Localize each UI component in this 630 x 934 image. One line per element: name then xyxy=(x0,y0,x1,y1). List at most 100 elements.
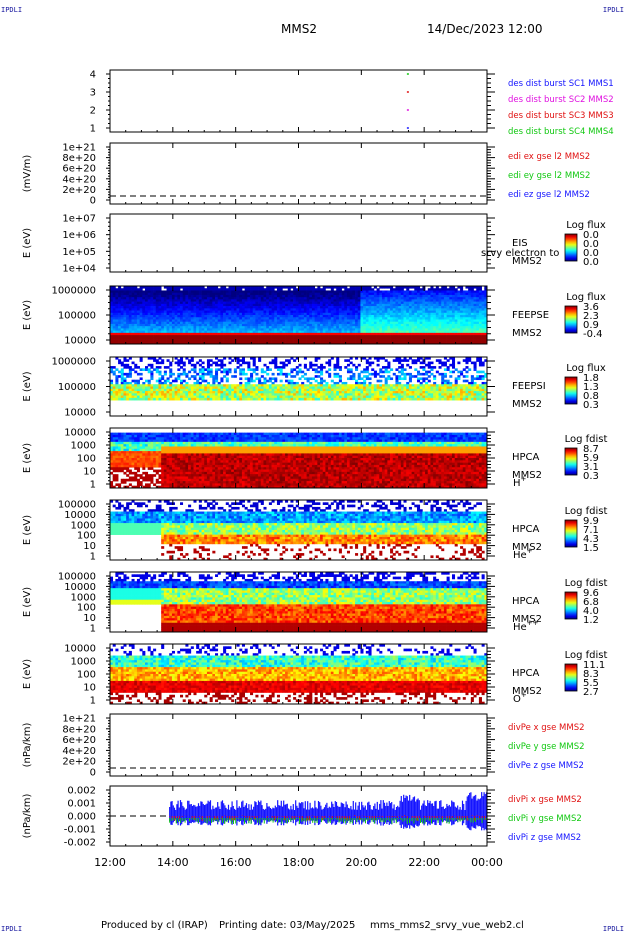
spacecraft-label: MMS2 xyxy=(512,470,542,481)
colorbar-tick-label: 0.9 xyxy=(583,320,599,331)
y-axis-label: E (eV) xyxy=(22,515,33,545)
ytick-label: 100 xyxy=(77,454,96,465)
spacecraft-label: MMS2 xyxy=(512,256,542,267)
colorbar-tick-label: 9.9 xyxy=(583,516,599,527)
ytick-label: 100000 xyxy=(58,311,96,322)
ytick-label: -0.001 xyxy=(64,825,96,836)
colorbar-tick-label: 0.8 xyxy=(583,391,599,402)
ytick-label: 0.002 xyxy=(67,786,96,797)
xtick-label: 18:00 xyxy=(283,856,315,869)
colorbar-tick-label: 8.3 xyxy=(583,669,599,680)
ytick-label: 1e+07 xyxy=(62,214,96,225)
species-charge: + xyxy=(521,691,527,699)
ytick-label: 1 xyxy=(90,624,96,635)
colorbar-tick-label: 8.7 xyxy=(583,444,599,455)
corner-mark-top-left: IPDLI xyxy=(1,6,22,14)
colorbar-tick-label: 0.0 xyxy=(583,248,599,259)
series-legend-label: divPe z gse MMS2 xyxy=(508,761,584,771)
ytick-label: 100 xyxy=(77,531,96,542)
colorbar-title: Log flux xyxy=(566,220,606,231)
spectrogram-feepsi xyxy=(110,357,488,401)
spacecraft-label: MMS2 xyxy=(512,614,542,625)
ytick-label: 100000 xyxy=(58,500,96,511)
spacecraft-label: MMS2 xyxy=(512,686,542,697)
colorbar-hpca_h xyxy=(564,447,578,476)
ytick-label: 1e+21 xyxy=(62,143,96,154)
species-label: He++ xyxy=(513,619,539,633)
colorbar-tick-label: 0.3 xyxy=(583,400,599,411)
y-axis-label: E (eV) xyxy=(22,659,33,689)
colorbar-eis xyxy=(564,233,578,262)
corner-mark-bottom-left: IPDLI xyxy=(1,925,22,933)
colorbar-title: Log flux xyxy=(566,292,606,303)
spectrogram-hpca_he1 xyxy=(110,500,488,561)
ytick-label: 10000 xyxy=(64,428,96,439)
footer-printing-date: Printing date: 03/May/2025 xyxy=(219,920,355,931)
colorbar-tick-label: 2.3 xyxy=(583,311,599,322)
ytick-label: 0.001 xyxy=(67,799,96,810)
ytick-label: 4e+20 xyxy=(62,174,96,185)
series-legend-label: edi ez gse l2 MMS2 xyxy=(508,190,590,200)
instrument-label: HPCA xyxy=(512,452,540,463)
spacecraft-label: MMS2 xyxy=(512,399,542,410)
panel-frame-burst xyxy=(109,69,488,133)
ytick-label: 10000 xyxy=(64,408,96,419)
ytick-label: 100 xyxy=(77,670,96,681)
xtick-label: 20:00 xyxy=(345,856,377,869)
ytick-label: 0 xyxy=(90,768,96,779)
y-axis-label: (mV/m) xyxy=(22,155,33,193)
instrument-label: HPCA xyxy=(512,524,540,535)
y-axis-label: E (eV) xyxy=(22,371,33,401)
ytick-label: 10 xyxy=(83,683,96,694)
xtick-label: 14:00 xyxy=(157,856,189,869)
y-axis-label: E (eV) xyxy=(22,300,33,330)
ytick-label: 1000 xyxy=(71,657,96,668)
page-title: MMS2 xyxy=(281,22,317,36)
colorbar-tick-label: 1.5 xyxy=(583,543,599,554)
colorbar-tick-label: 2.7 xyxy=(583,687,599,698)
footer-produced-by: Produced by cl (IRAP) xyxy=(101,920,208,931)
series-legend-label: edi ey gse l2 MMS2 xyxy=(508,171,590,181)
xtick-label: 22:00 xyxy=(408,856,440,869)
colorbar-tick-label: 5.5 xyxy=(583,678,599,689)
colorbar-tick-label: 1.2 xyxy=(583,615,599,626)
ytick-label: 100 xyxy=(77,603,96,614)
ytick-label: 1000 xyxy=(71,592,96,603)
ytick-label: 4e+20 xyxy=(62,746,96,757)
species-charge: + xyxy=(527,547,533,555)
ytick-label: 1e+05 xyxy=(62,247,96,258)
spacecraft-label: MMS2 xyxy=(512,328,542,339)
footer-script-name: mms_mms2_srvy_vue_web2.cl xyxy=(370,920,524,931)
xtick-label: 16:00 xyxy=(220,856,252,869)
series-legend-label: divPi y gse MMS2 xyxy=(508,814,582,824)
y-axis-label: E (eV) xyxy=(22,228,33,258)
spectrogram-hpca_he2 xyxy=(110,572,488,633)
series-legend-label: edi ex gse l2 MMS2 xyxy=(508,152,590,162)
colorbar-title: Log fdist xyxy=(565,578,608,589)
ytick-label: 1 xyxy=(90,552,96,563)
ytick-label: 10000 xyxy=(64,582,96,593)
colorbar-feepsi xyxy=(564,376,578,405)
y-axis-label: (nPa/km) xyxy=(22,723,33,768)
colorbar-tick-label: 5.9 xyxy=(583,453,599,464)
ytick-label: 10000 xyxy=(64,510,96,521)
series-legend-label: des dist burst SC1 MMS1 xyxy=(508,79,614,89)
ytick-label: 2e+20 xyxy=(62,757,96,768)
ytick-label: 0 xyxy=(90,196,96,207)
ytick-label: 2 xyxy=(90,106,96,117)
ytick-label: 8e+20 xyxy=(62,724,96,735)
colorbar-tick-label: 1.8 xyxy=(583,373,599,384)
ytick-label: 100000 xyxy=(58,572,96,583)
corner-mark-bottom-right: IPDLI xyxy=(603,925,624,933)
xtick-label: 12:00 xyxy=(94,856,126,869)
colorbar-tick-label: 1.3 xyxy=(583,382,599,393)
ytick-label: 1 xyxy=(90,480,96,491)
overlay-label: srvy electron to xyxy=(481,248,559,259)
ytick-label: 10 xyxy=(83,613,96,624)
species-label: O+ xyxy=(513,691,527,705)
ytick-label: 1000 xyxy=(71,441,96,452)
xtick-label: 00:00 xyxy=(471,856,503,869)
colorbar-tick-label: 7.1 xyxy=(583,525,599,536)
panel-frame-eis xyxy=(109,213,488,273)
